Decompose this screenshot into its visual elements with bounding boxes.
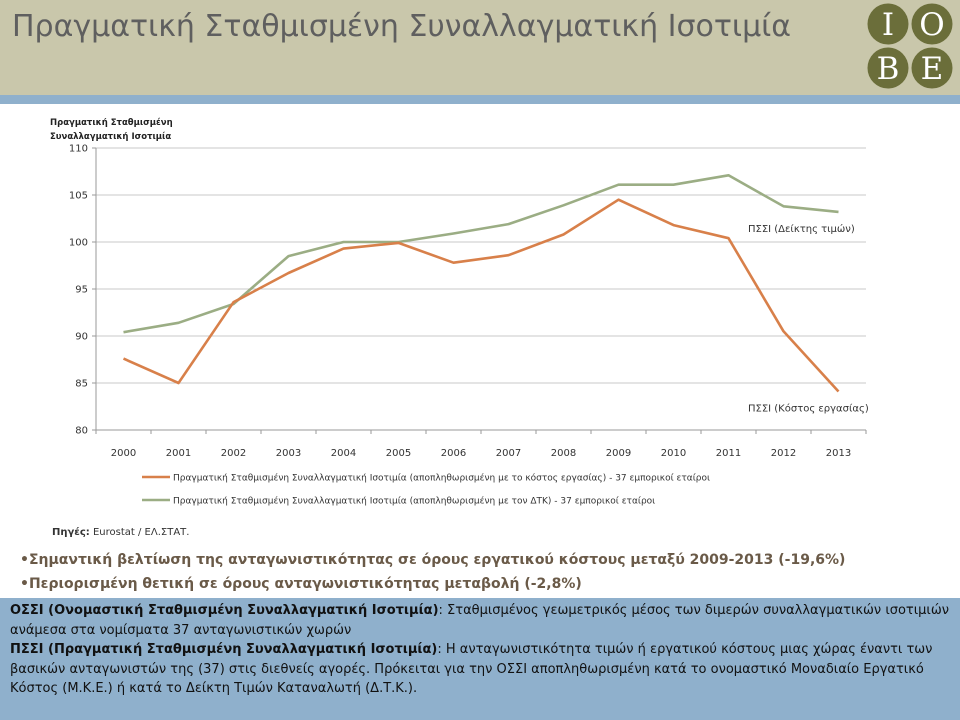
- legend: Πραγματική Σταθμισμένη Συναλλαγματική Ισ…: [142, 473, 710, 507]
- logo-letter-i: I: [882, 7, 894, 43]
- series-line: [122, 198, 840, 393]
- logo-letter-o: O: [919, 7, 944, 43]
- bullet-item: •Σημαντική βελτίωση της ανταγωνιστικότητ…: [20, 552, 846, 568]
- header-divider: [0, 95, 960, 104]
- source-text: Eurostat / ΕΛ.ΣΤΑΤ.: [92, 527, 190, 538]
- gridlines: [92, 147, 866, 431]
- series-line: [123, 174, 839, 334]
- x-tick-label: 2003: [276, 448, 301, 459]
- header-bar: Πραγματική Σταθμισμένη Συναλλαγματική Ισ…: [0, 0, 960, 95]
- series-annotation: ΠΣΣΙ (Κόστος εργασίας): [748, 402, 869, 414]
- x-tick-label: 2009: [606, 448, 631, 459]
- x-tick-label: 2011: [716, 448, 741, 459]
- logo-letter-b: B: [877, 51, 900, 87]
- y-tick-label: 90: [75, 332, 88, 343]
- x-tick-label: 2008: [551, 448, 576, 459]
- y-tick-label: 110: [69, 144, 88, 155]
- y-tick-label: 100: [69, 238, 88, 249]
- y-tick-label: 95: [75, 285, 88, 296]
- y-tick-label: 105: [69, 191, 88, 202]
- ossi-term: ΟΣΣΙ (Ονομαστική Σταθμισμένη Συναλλαγματ…: [10, 603, 439, 618]
- chart-area: Πραγματική Σταθμισμένη Συναλλαγματική Ισο…: [0, 104, 960, 544]
- axes: [95, 148, 867, 434]
- series-annotation: ΠΣΣΙ (Δείκτης τιμών): [748, 223, 855, 235]
- x-tick-label: 2010: [661, 448, 686, 459]
- bullet-text: Περιορισμένη θετική σε όρους ανταγωνιστι…: [28, 576, 582, 592]
- y-axis-label: Πραγματική Σταθμισμένη Συναλλαγματική Ισο…: [50, 117, 173, 142]
- x-tick-label: 2012: [771, 448, 796, 459]
- y-tick-labels: 80 85 90 95 100 105 110: [69, 144, 88, 437]
- x-tick-label: 2006: [441, 448, 466, 459]
- definitions-text: ΟΣΣΙ (Ονομαστική Σταθμισμένη Συναλλαγματ…: [10, 601, 955, 699]
- x-tick-label: 2005: [386, 448, 411, 459]
- y-tick-label: 80: [75, 426, 88, 437]
- series-lines: [122, 174, 840, 393]
- pssi-term: ΠΣΣΙ (Πραγματική Σταθμισμένη Συναλλαγματ…: [10, 642, 438, 657]
- x-tick-label: 2007: [496, 448, 521, 459]
- legend-label: Πραγματική Σταθμισμένη Συναλλαγματική Ισ…: [173, 473, 710, 484]
- x-tick-label: 2004: [331, 448, 356, 459]
- y-tick-label: 85: [75, 379, 88, 390]
- x-tick-label: 2013: [826, 448, 851, 459]
- x-tick-label: 2001: [166, 448, 191, 459]
- pssi-definition: ΠΣΣΙ (Πραγματική Σταθμισμένη Συναλλαγματ…: [10, 640, 955, 699]
- x-tick-label: 2000: [111, 448, 136, 459]
- legend-label: Πραγματική Σταθμισμένη Συναλλαγματική Ισ…: [173, 496, 655, 507]
- x-tick-labels: 2000 2001 2002 2003 2004 2005 2006 2007 2008 2009…: [111, 448, 851, 459]
- source-label: Πηγές:: [52, 527, 90, 538]
- ossi-definition: ΟΣΣΙ (Ονομαστική Σταθμισμένη Συναλλαγματ…: [10, 601, 955, 640]
- bullet-text: Σημαντική βελτίωση της ανταγωνιστικότητα…: [28, 552, 846, 568]
- definitions-box: ΟΣΣΙ (Ονομαστική Σταθμισμένη Συναλλαγματ…: [0, 598, 960, 720]
- bullet-list: •Σημαντική βελτίωση της ανταγωνιστικότητ…: [20, 548, 950, 596]
- page-title: Πραγματική Σταθμισμένη Συναλλαγματική Ισ…: [12, 9, 792, 44]
- x-tick-label: 2002: [221, 448, 246, 459]
- series-annotations: ΠΣΣΙ (Δείκτης τιμών) ΠΣΣΙ (Κόστος εργασία…: [748, 223, 869, 415]
- line-chart: Πραγματική Σταθμισμένη Συναλλαγματική Ισο…: [50, 117, 869, 507]
- y-axis-label-line: Συναλλαγματική Ισοτιμία: [50, 131, 171, 142]
- bullet-item: •Περιορισμένη θετική σε όρους ανταγωνιστ…: [20, 576, 582, 592]
- source-note: Πηγές: Eurostat / ΕΛ.ΣΤΑΤ.: [52, 527, 189, 538]
- y-axis-label-line: Πραγματική Σταθμισμένη: [50, 117, 173, 128]
- iobe-logo: I O B E: [867, 3, 953, 89]
- pssi-text: : Η ανταγωνιστικότητα τιμών ή εργατικού …: [10, 642, 933, 696]
- ossi-text: : Σταθμισμένος γεωμετρικός μέσος των διμ…: [10, 603, 949, 638]
- logo-letter-e: E: [921, 51, 944, 87]
